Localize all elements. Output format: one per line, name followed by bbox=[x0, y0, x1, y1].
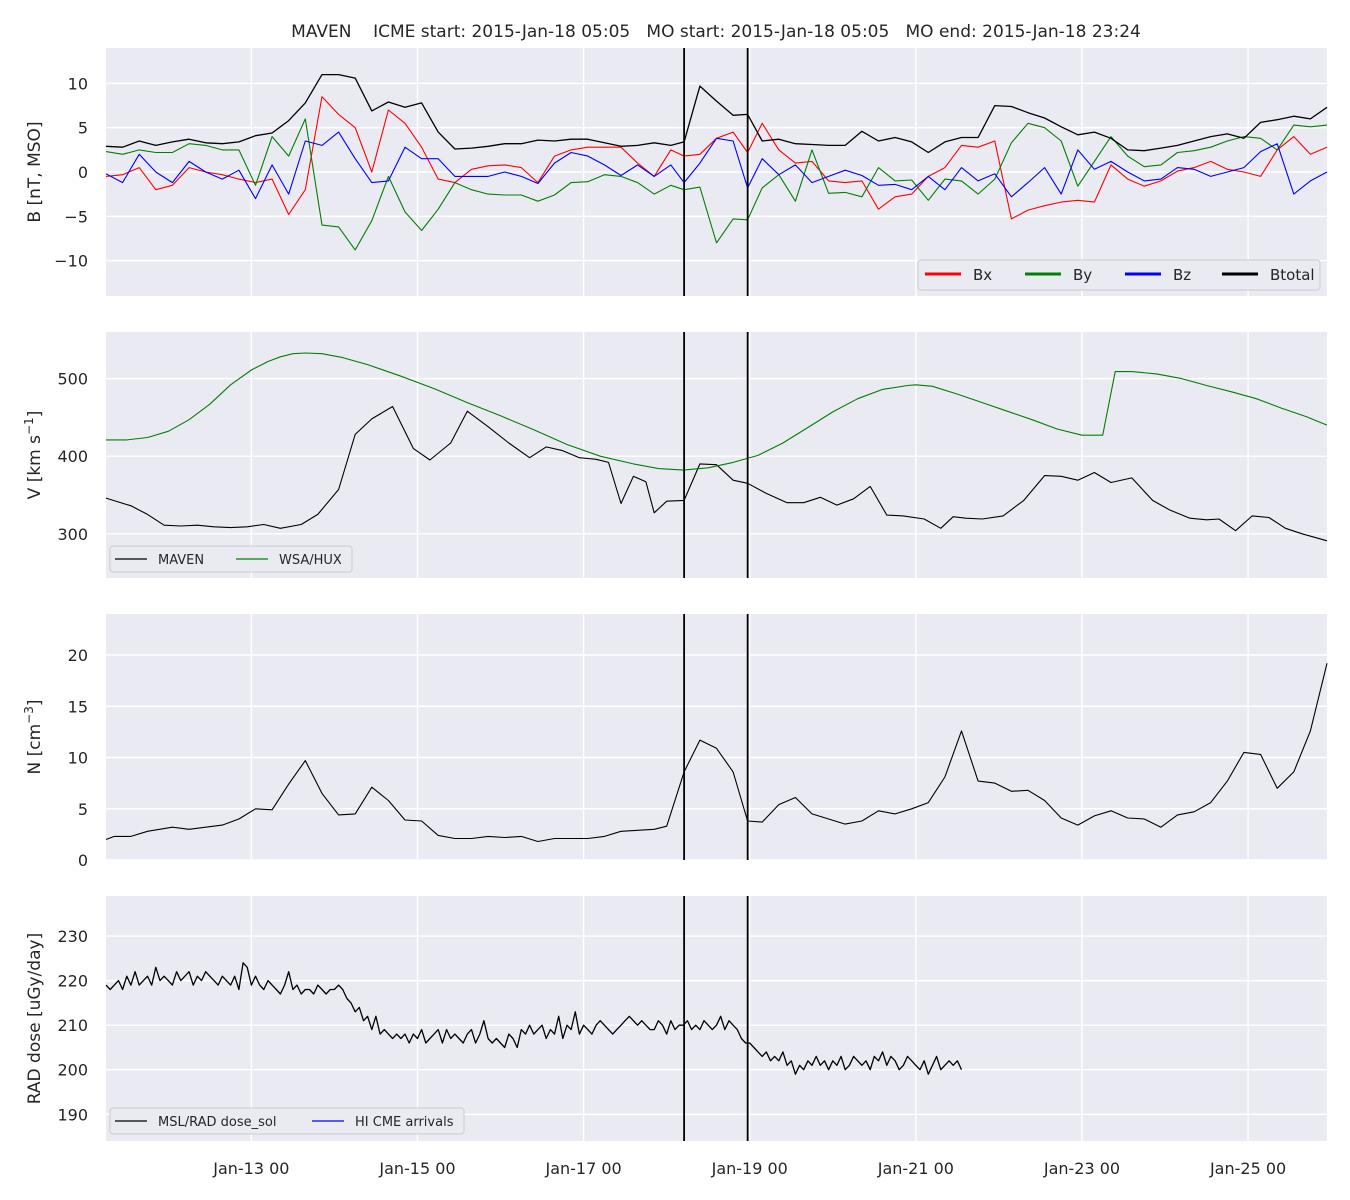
x-tick-label: Jan-23 00 bbox=[1043, 1159, 1120, 1178]
legend-label: Btotal bbox=[1270, 266, 1315, 284]
legend-box bbox=[109, 1107, 465, 1135]
x-tick-label: Jan-21 00 bbox=[877, 1159, 954, 1178]
y-tick-label: 5 bbox=[78, 119, 88, 138]
y-tick-label: 15 bbox=[68, 697, 88, 716]
y-tick-label: 210 bbox=[57, 1016, 88, 1035]
y-tick-label: 500 bbox=[57, 370, 88, 389]
legend: Bx By Bz Btotal bbox=[917, 259, 1321, 291]
y-axis-label: RAD dose [uGy/day] bbox=[25, 933, 45, 1104]
x-tick-label: Jan-17 00 bbox=[544, 1159, 621, 1178]
legend-box bbox=[917, 259, 1321, 291]
rad-dose-panel: 190 200 210 220 230 RAD dose [uGy/day] MSL/RAD… bbox=[25, 896, 1327, 1141]
y-axis-label: N [cm−3] bbox=[22, 699, 45, 774]
legend-label: HI CME arrivals bbox=[355, 1115, 454, 1130]
y-tick-label: 230 bbox=[57, 927, 88, 946]
speed-panel: 300 400 500 V [km s−1] MAVEN WSA/HUX bbox=[22, 332, 1328, 578]
y-tick-label: 10 bbox=[68, 74, 88, 93]
density-panel: 0 5 10 15 20 N [cm−3] bbox=[22, 614, 1328, 870]
y-tick-label: 0 bbox=[78, 851, 88, 870]
b-field-panel: −10 −5 0 5 10 B [nT, MSO] Bx By Bz Btotal bbox=[25, 48, 1328, 296]
y-tick-label: 400 bbox=[57, 447, 88, 466]
x-tick-label: Jan-25 00 bbox=[1209, 1159, 1286, 1178]
legend-label: MSL/RAD dose_sol bbox=[158, 1115, 276, 1130]
y-tick-label: 300 bbox=[57, 525, 88, 544]
x-tick-label: Jan-13 00 bbox=[212, 1159, 289, 1178]
y-tick-label: 5 bbox=[78, 800, 88, 819]
series-n-line bbox=[105, 663, 1328, 843]
y-tick-label: 10 bbox=[68, 749, 88, 768]
series-bz-line bbox=[105, 131, 1328, 200]
y-tick-label: 0 bbox=[78, 163, 88, 182]
legend-label: Bz bbox=[1173, 266, 1191, 284]
legend-label: By bbox=[1073, 266, 1092, 284]
legend-box bbox=[109, 545, 353, 573]
y-axis-label: B [nT, MSO] bbox=[25, 121, 45, 222]
legend: MAVEN WSA/HUX bbox=[109, 545, 353, 573]
series-wsa-hux-line bbox=[106, 352, 1328, 471]
x-tick-label: Jan-15 00 bbox=[378, 1159, 455, 1178]
legend-label: Bx bbox=[973, 266, 992, 284]
y-tick-label: 200 bbox=[57, 1061, 88, 1080]
x-axis: Jan-13 00 Jan-15 00 Jan-17 00 Jan-19 00 Jan-… bbox=[212, 1159, 1286, 1178]
series-msl-rad-dose-sol-line bbox=[105, 962, 963, 1075]
y-tick-label: 20 bbox=[68, 646, 88, 665]
plot-background bbox=[106, 332, 1327, 578]
figure-title: MAVEN ICME start: 2015-Jan-18 05:05 MO s… bbox=[291, 22, 1141, 42]
legend-label: MAVEN bbox=[158, 553, 204, 568]
series-by-line bbox=[105, 118, 1328, 251]
y-tick-label: −5 bbox=[64, 207, 88, 226]
x-tick-label: Jan-19 00 bbox=[711, 1159, 788, 1178]
series-btotal-line bbox=[105, 73, 1328, 154]
legend-label: WSA/HUX bbox=[279, 553, 342, 568]
series-maven-line bbox=[105, 405, 1328, 542]
plot-background bbox=[106, 896, 1327, 1141]
y-axis-label: V [km s−1] bbox=[22, 411, 45, 500]
plot-background bbox=[106, 614, 1327, 860]
y-tick-label: 190 bbox=[57, 1105, 88, 1124]
y-tick-label: 220 bbox=[57, 972, 88, 991]
legend: MSL/RAD dose_sol HI CME arrivals bbox=[109, 1107, 465, 1135]
y-tick-label: −10 bbox=[54, 252, 88, 271]
